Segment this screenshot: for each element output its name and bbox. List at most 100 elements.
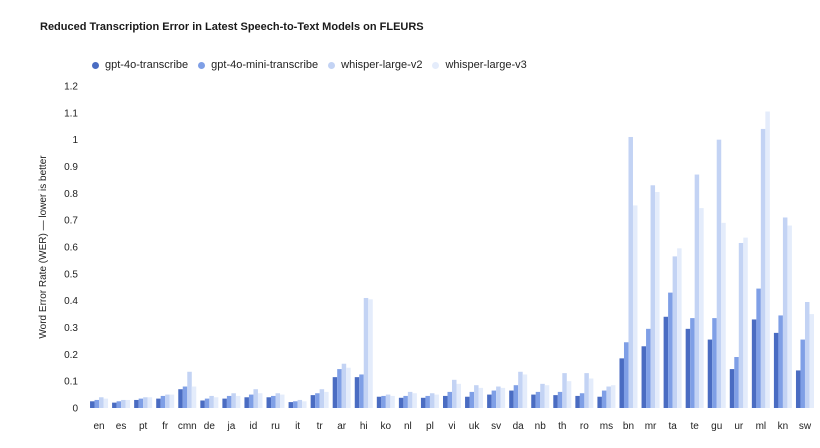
bar-ms-gpt-4o-mini-transcribe: [601, 390, 607, 408]
bar-ko-whisper-large-v2: [385, 394, 391, 408]
bar-da-whisper-large-v3: [522, 374, 528, 408]
bar-ml-gpt-4o-transcribe: [751, 319, 757, 408]
bar-ar-gpt-4o-mini-transcribe: [337, 369, 342, 408]
bar-da-gpt-4o-transcribe: [509, 390, 514, 408]
bar-uk-whisper-large-v2: [474, 385, 479, 408]
y-tick-label: 0.9: [64, 162, 78, 173]
bar-cmn-whisper-large-v3: [191, 386, 197, 408]
y-tick-label: 0.6: [64, 243, 78, 254]
bar-da-gpt-4o-mini-transcribe: [513, 385, 519, 408]
legend-swatch: [328, 61, 336, 69]
bar-ms-whisper-large-v2: [606, 386, 611, 408]
bar-pt-gpt-4o-transcribe: [134, 399, 139, 408]
bar-de-gpt-4o-transcribe: [200, 400, 205, 408]
x-tick-label: ja: [226, 421, 235, 432]
x-tick-label: ar: [337, 421, 347, 432]
x-tick-label: vi: [448, 421, 455, 432]
x-tick-label: ko: [381, 421, 392, 432]
bar-tr-gpt-4o-transcribe: [310, 395, 316, 408]
bar-en-gpt-4o-mini-transcribe: [94, 399, 100, 408]
bar-es-gpt-4o-mini-transcribe: [116, 401, 122, 408]
bar-bn-gpt-4o-transcribe: [619, 358, 624, 408]
bar-ru-whisper-large-v3: [280, 394, 285, 408]
bar-sw-gpt-4o-transcribe: [795, 370, 801, 408]
bar-hi-whisper-large-v3: [368, 299, 373, 408]
bar-pt-gpt-4o-mini-transcribe: [138, 398, 144, 408]
bar-ja-whisper-large-v2: [231, 393, 236, 408]
x-tick-label: gu: [711, 421, 722, 432]
x-tick-label: sw: [799, 421, 812, 432]
x-tick-label: nb: [535, 421, 547, 432]
x-tick-label: mr: [645, 421, 657, 432]
bar-kn-gpt-4o-transcribe: [773, 332, 779, 408]
x-tick-label: nl: [404, 421, 412, 432]
x-tick-label: id: [250, 421, 258, 432]
bar-sv-whisper-large-v2: [496, 386, 501, 408]
x-tick-label: bn: [623, 421, 634, 432]
bar-en-gpt-4o-transcribe: [90, 401, 95, 408]
y-tick-label: 1.2: [64, 82, 78, 93]
bar-uk-whisper-large-v3: [478, 387, 484, 409]
bar-ml-whisper-large-v2: [760, 128, 766, 408]
bar-hi-whisper-large-v2: [363, 297, 369, 408]
bar-mr-whisper-large-v3: [655, 191, 660, 408]
bar-mr-whisper-large-v2: [650, 185, 656, 408]
bar-cmn-gpt-4o-mini-transcribe: [182, 386, 188, 408]
bar-th-whisper-large-v3: [566, 381, 572, 408]
legend-label: whisper-large-v2: [341, 59, 423, 71]
x-tick-label: th: [558, 421, 566, 432]
bar-tr-gpt-4o-mini-transcribe: [315, 393, 320, 408]
bar-ru-whisper-large-v2: [275, 393, 281, 408]
legend-label: whisper-large-v3: [445, 59, 527, 71]
legend-swatch: [92, 61, 99, 69]
bar-ur-whisper-large-v2: [738, 242, 744, 408]
bar-de-whisper-large-v3: [213, 397, 219, 408]
bar-pl-whisper-large-v2: [429, 393, 435, 408]
bar-fr-whisper-large-v3: [169, 394, 175, 408]
bar-nb-whisper-large-v3: [544, 385, 550, 408]
x-tick-label: ru: [271, 421, 280, 432]
bar-es-whisper-large-v2: [121, 399, 126, 408]
bar-gu-whisper-large-v3: [721, 222, 726, 408]
bar-tr-whisper-large-v2: [319, 389, 325, 408]
bar-ko-gpt-4o-mini-transcribe: [381, 395, 386, 408]
bar-vi-whisper-large-v3: [456, 383, 461, 408]
x-tick-label: sv: [491, 421, 501, 432]
bar-gu-gpt-4o-transcribe: [707, 339, 713, 408]
bar-bn-whisper-large-v3: [632, 205, 638, 408]
bar-ur-whisper-large-v3: [743, 237, 748, 408]
bar-th-whisper-large-v2: [562, 373, 567, 408]
bar-de-gpt-4o-mini-transcribe: [204, 398, 210, 408]
bar-pt-whisper-large-v3: [147, 397, 153, 408]
bar-ml-gpt-4o-mini-transcribe: [756, 288, 761, 408]
bar-nl-gpt-4o-mini-transcribe: [403, 395, 408, 408]
bar-nb-whisper-large-v2: [540, 383, 545, 408]
bar-fr-whisper-large-v2: [165, 394, 170, 408]
bar-id-whisper-large-v2: [253, 389, 258, 408]
legend-swatch: [432, 61, 440, 69]
bar-kn-whisper-large-v2: [782, 217, 788, 408]
bar-en-whisper-large-v2: [99, 397, 104, 408]
bar-ro-whisper-large-v3: [588, 378, 594, 408]
bar-ko-gpt-4o-transcribe: [376, 396, 382, 408]
legend-item-gpt-4o-transcribe: gpt-4o-transcribe: [92, 59, 188, 71]
x-tick-label: da: [513, 421, 525, 432]
bar-nl-whisper-large-v3: [412, 393, 417, 408]
bar-nb-gpt-4o-transcribe: [531, 394, 536, 408]
bar-id-gpt-4o-transcribe: [244, 397, 249, 408]
bar-pl-gpt-4o-mini-transcribe: [425, 395, 430, 408]
bar-ar-gpt-4o-transcribe: [332, 377, 338, 408]
bar-sv-whisper-large-v3: [500, 387, 506, 409]
y-tick-label: 0: [72, 404, 78, 415]
bar-th-gpt-4o-transcribe: [553, 395, 558, 408]
bar-fr-gpt-4o-mini-transcribe: [160, 395, 166, 408]
bar-ar-whisper-large-v3: [346, 367, 351, 408]
y-axis-label: Word Error Rate (WER) — lower is better: [38, 155, 49, 339]
x-tick-label: pt: [139, 421, 148, 432]
x-tick-label: ms: [600, 421, 613, 432]
bar-it-whisper-large-v3: [302, 401, 307, 408]
x-tick-label: tr: [317, 421, 324, 432]
bar-ja-whisper-large-v3: [235, 395, 241, 408]
y-tick-label: 1: [72, 135, 78, 146]
